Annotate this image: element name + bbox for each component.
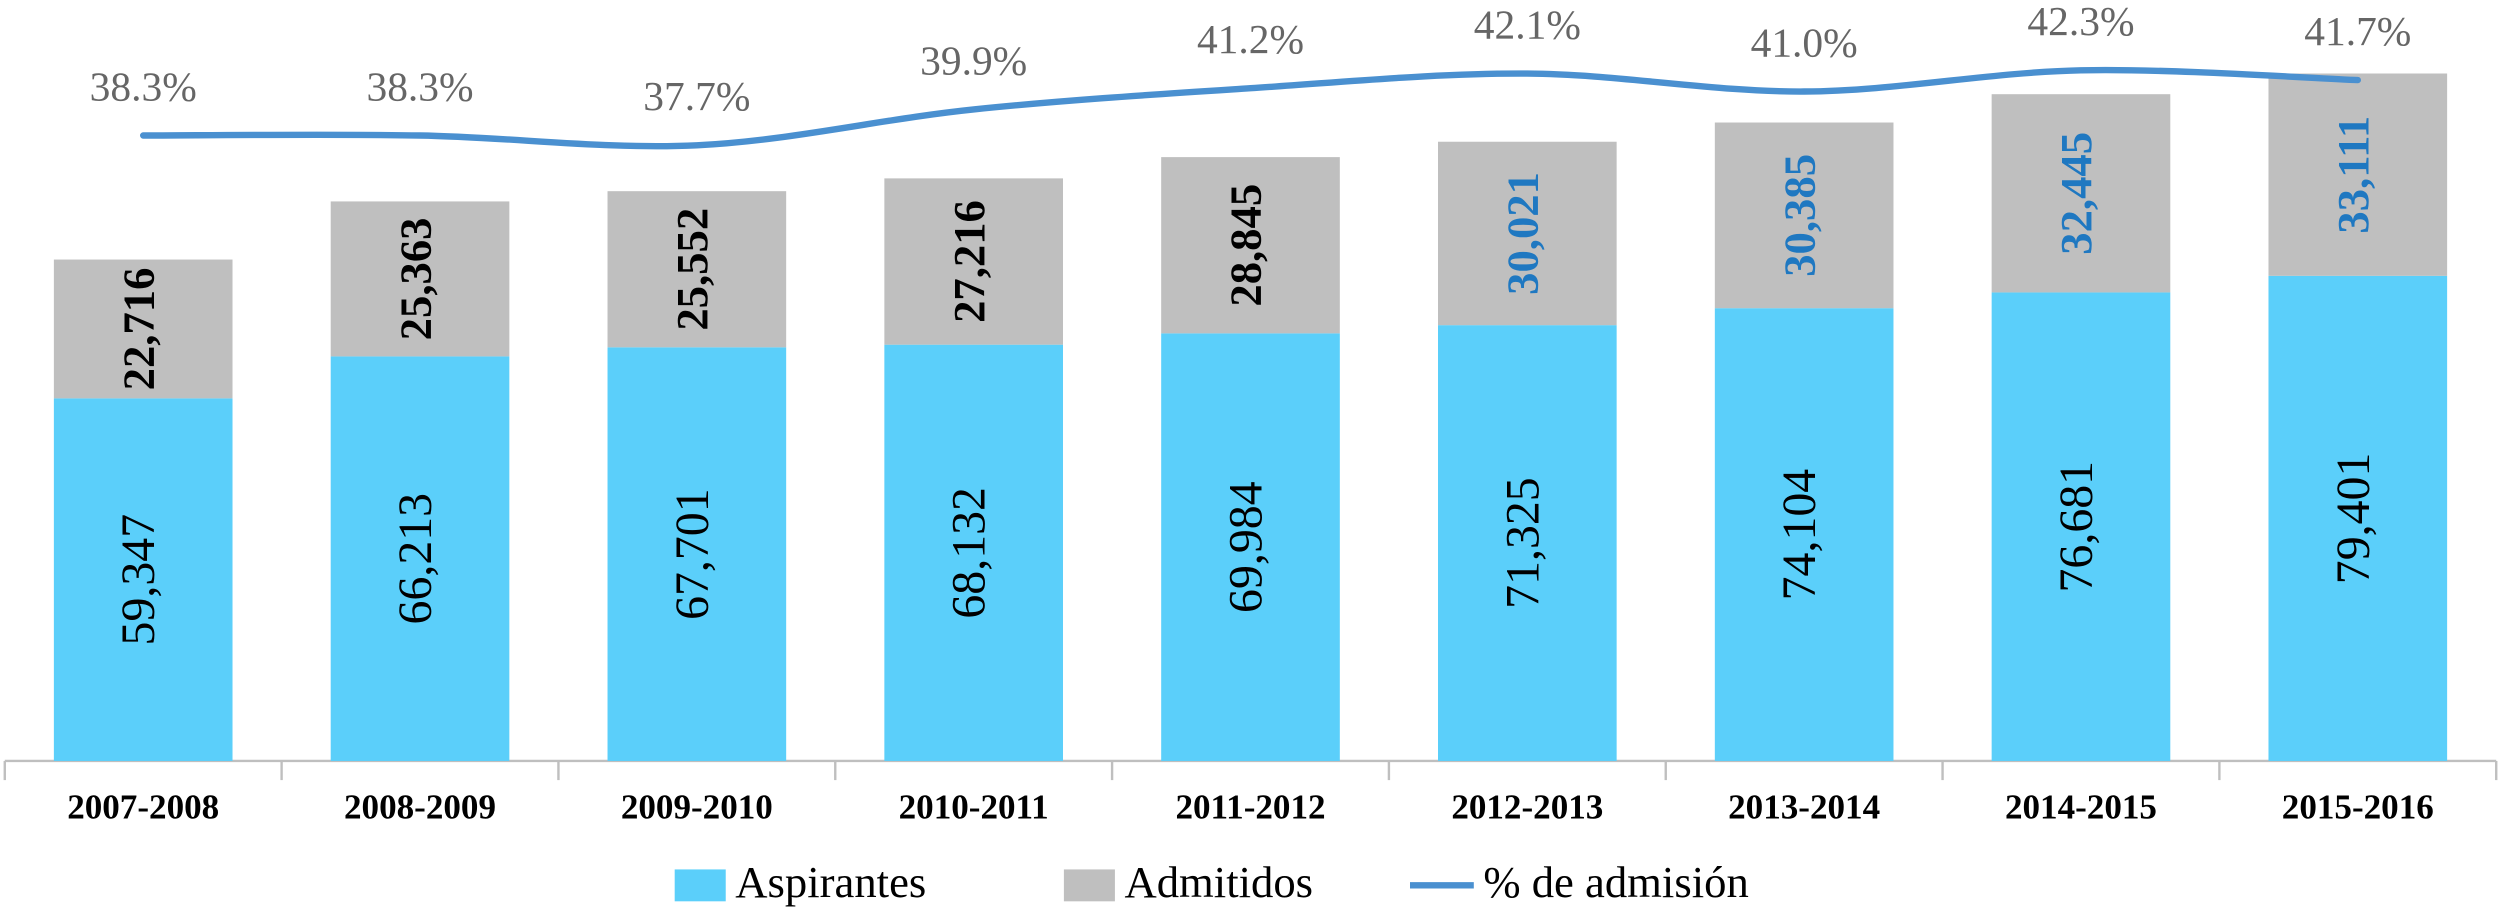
data-label: 74,104 [1773, 469, 1826, 601]
line-label: 39.9% [920, 37, 1027, 83]
line-label: 41.2% [1197, 16, 1304, 62]
legend-swatch [674, 869, 726, 902]
x-tick-label: 2008-2009 [344, 787, 496, 826]
data-label: 30,021 [1498, 172, 1548, 295]
data-label: 59,347 [112, 514, 165, 646]
bar-segment [53, 259, 233, 399]
line [140, 66, 2361, 150]
bar-segment [330, 356, 510, 761]
bar-segment [1438, 141, 1617, 326]
data-label: 22,716 [113, 268, 163, 391]
bar-segment [1991, 292, 2171, 761]
line-label: 41.7% [2304, 8, 2411, 54]
bar-segment [1438, 325, 1617, 761]
x-tick-label: 2014-2015 [2005, 787, 2157, 826]
bar-segment [1161, 333, 1340, 761]
bar-segment [2268, 275, 2448, 761]
data-label: 25,363 [390, 218, 440, 341]
data-label: 68,132 [943, 487, 996, 619]
data-label: 32,445 [2051, 132, 2101, 255]
bar-segment [1991, 94, 2171, 293]
bar-segment [2268, 73, 2448, 276]
line-label: 38.3% [90, 63, 197, 109]
data-label: 67,701 [666, 488, 719, 620]
x-tick-label: 2011-2012 [1175, 787, 1325, 826]
data-label: 28,845 [1221, 184, 1271, 307]
legend-label: Admitidos [1124, 857, 1313, 907]
line-label: 41.0% [1751, 19, 1858, 65]
x-tick-label: 2012-2013 [1451, 787, 1603, 826]
legend-label: Aspirantes [735, 857, 926, 907]
x-tick-label: 2009-2010 [621, 787, 773, 826]
x-tick-label: 2010-2011 [899, 787, 1049, 826]
bar-segment [1714, 308, 1894, 761]
x-tick-label: 2013-2014 [1728, 787, 1880, 826]
x-tick-label: 2015-2016 [2282, 787, 2434, 826]
bar-segment [1714, 122, 1894, 309]
data-label: 69,984 [1219, 481, 1272, 613]
legend-swatch [1063, 869, 1115, 902]
line-label: 42.1% [1474, 1, 1581, 47]
data-label: 71,325 [1496, 477, 1549, 609]
line-label: 37.7% [643, 73, 750, 119]
data-label: 79,401 [2327, 453, 2380, 585]
line-label: 38.3% [366, 63, 473, 109]
data-label: 25,552 [667, 208, 717, 331]
bar-segment [884, 178, 1063, 345]
legend-label: % de admisión [1483, 857, 1748, 907]
bar-segment [607, 191, 787, 348]
data-label: 30,385 [1774, 154, 1824, 277]
bar-segment [884, 344, 1063, 761]
line-label: 42.3% [2027, 0, 2134, 44]
x-tick-label: 2007-2008 [67, 787, 219, 826]
bar-segment [1161, 157, 1340, 334]
data-label: 27,216 [944, 200, 994, 323]
bar-segment [53, 398, 233, 761]
data-label: 76,681 [2050, 461, 2103, 593]
bar-segment [330, 201, 510, 357]
bar-segment [607, 347, 787, 761]
data-label: 66,213 [389, 493, 442, 625]
data-label: 33,111 [2328, 116, 2378, 234]
